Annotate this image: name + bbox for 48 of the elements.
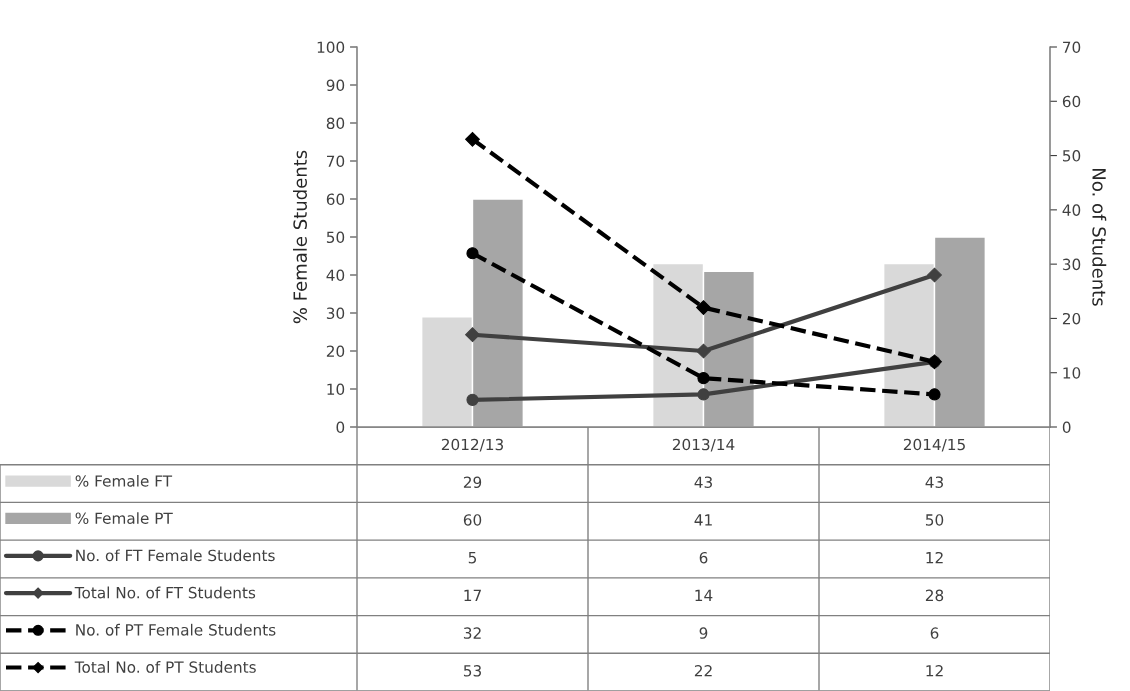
y-tick-label: 90 [326,79,345,92]
legend-label: No. of PT Female Students [76,623,276,636]
legend-label: % Female PT [75,512,173,524]
data-label: 43 [694,476,712,488]
y2-tick-label: 30 [1062,258,1081,271]
data-label: 41 [694,514,712,526]
y-tick-label: 70 [327,155,345,168]
y-tick-label: 30 [326,307,345,320]
y2-axis-title: No. of Students [1092,169,1107,306]
y-tick-label: 50 [326,231,345,244]
data-label: 6 [930,627,939,639]
data-label: 12 [926,551,943,564]
y-tick-label: 60 [326,193,345,206]
data-label: 22 [694,665,712,677]
y2-tick-label: 10 [1063,367,1081,379]
y2-tick-label: 40 [1062,204,1081,216]
y2-tick-label: 70 [1063,41,1081,54]
data-label: 6 [699,551,708,564]
data-label: 17 [464,589,481,601]
legend-label: % Female FT [75,474,173,487]
data-label: 9 [699,627,708,639]
y-tick-label: 10 [327,383,345,396]
y-tick-label: 0 [336,421,345,434]
data-label: 60 [463,514,482,526]
data-label: 28 [925,589,944,602]
y2-tick-label: 0 [1062,421,1071,434]
y-tick-label: 40 [326,269,345,282]
data-label: 32 [463,627,481,639]
data-label: 53 [463,665,481,677]
y-tick-label: 20 [326,345,345,358]
y2-tick-label: 50 [1062,150,1081,162]
legend-label: Total No. of FT Students [74,586,256,599]
y2-tick-label: 60 [1062,95,1081,108]
data-label: 50 [925,514,944,526]
legend-label: No. of FT Female Students [76,549,275,562]
y-tick-label: 80 [326,117,345,130]
data-label: 14 [695,589,713,601]
data-label: 12 [926,665,943,677]
y-axis-title: % Female Students [293,150,307,324]
data-label: 43 [925,476,943,488]
x-tick-label: 2012/13 [441,438,504,452]
data-label: 5 [468,552,477,564]
x-tick-label: 2013/14 [672,438,735,452]
legend-label: Total No. of PT Students [74,661,256,673]
data-label: 29 [463,476,482,488]
y2-tick-label: 20 [1062,312,1081,325]
y-tick-label: 100 [317,41,345,54]
x-tick-label: 2014/15 [903,438,965,452]
